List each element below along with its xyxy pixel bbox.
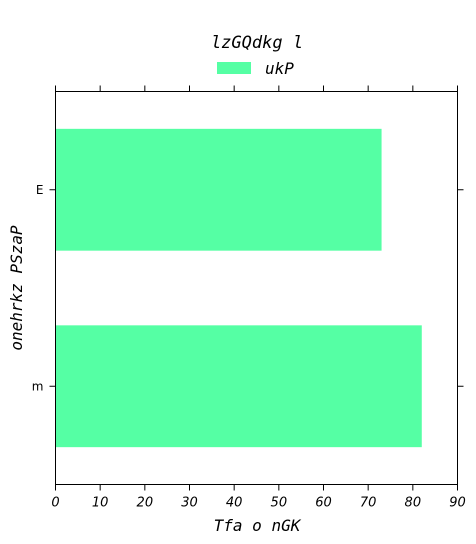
y-tick-label: E — [36, 183, 44, 197]
y-axis-ticks: mE — [32, 183, 464, 393]
x-tick-label: 20 — [137, 496, 154, 511]
x-axis-label: Tfa o nGK — [214, 516, 302, 535]
bar-m — [55, 325, 422, 448]
legend: ukP — [217, 59, 294, 78]
legend-label: ukP — [265, 59, 294, 78]
x-tick-label: 10 — [92, 496, 109, 511]
bar-E — [55, 128, 382, 251]
bars-group — [55, 128, 422, 448]
x-tick-label: 50 — [271, 496, 288, 511]
legend-swatch — [217, 62, 251, 74]
y-tick-label: m — [32, 379, 44, 393]
chart-title: lzGQdkg l — [211, 33, 303, 53]
x-tick-label: 40 — [226, 496, 243, 511]
x-tick-label: 0 — [51, 496, 59, 511]
x-tick-label: 80 — [405, 496, 422, 511]
x-tick-label: 60 — [315, 496, 332, 511]
plot-frame — [55, 91, 458, 485]
x-axis-ticks: 0 10 20 30 40 50 60 70 80 90 — [51, 85, 466, 511]
x-tick-label: 70 — [360, 496, 377, 511]
x-tick-label: 30 — [181, 496, 198, 511]
y-axis-label: onehrkz PSzaP — [7, 225, 26, 351]
x-tick-label: 90 — [449, 496, 466, 511]
